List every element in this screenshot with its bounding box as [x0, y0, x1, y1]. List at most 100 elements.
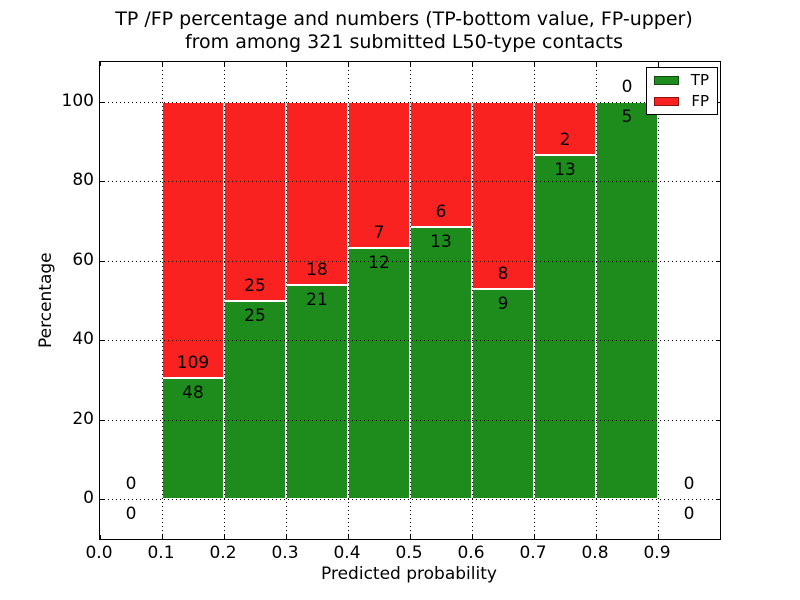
fp-count-label: 2: [559, 129, 571, 150]
y-tick-mark: [100, 260, 104, 262]
x-tick-label: 0.2: [209, 543, 237, 563]
fp-bar-segment: [472, 101, 534, 289]
legend-item-fp: FP: [653, 92, 709, 110]
bars-layer: [100, 62, 720, 539]
x-tick-mark: [410, 535, 411, 539]
x-tick-label: 0.4: [333, 543, 361, 563]
tp-bar-segment: [224, 300, 286, 500]
tp-bar-segment: [348, 248, 410, 500]
fp-bar-segment: [162, 101, 224, 378]
y-tick-mark: [716, 340, 720, 342]
tp-legend-swatch: [653, 76, 679, 85]
vertical-gridline: [596, 62, 597, 539]
y-tick-mark: [716, 181, 720, 183]
x-tick-label: 0.7: [519, 543, 547, 563]
x-tick-label: 0.6: [457, 543, 485, 563]
x-tick-label: 0.9: [643, 543, 671, 563]
y-tick-label: 60: [72, 249, 94, 270]
x-tick-mark: [410, 62, 411, 66]
x-tick-mark: [348, 535, 349, 539]
vertical-gridline: [658, 62, 659, 539]
vertical-gridline: [534, 62, 535, 539]
fp-count-label: 25: [244, 275, 266, 296]
x-tick-mark: [286, 535, 287, 539]
legend: TP FP: [645, 67, 718, 115]
chart-title-line1: TP /FP percentage and numbers (TP-bottom…: [115, 8, 693, 30]
legend-item-tp: TP: [653, 71, 709, 89]
fp-count-label: 18: [306, 260, 328, 281]
y-tick-label: 20: [72, 408, 94, 429]
x-tick-mark: [100, 535, 101, 539]
fp-legend-label: FP: [691, 92, 709, 110]
fp-count-label: 0: [683, 474, 695, 495]
x-tick-mark: [162, 535, 163, 539]
x-tick-label: 0.8: [581, 543, 609, 563]
tp-count-label: 0: [125, 504, 137, 525]
y-tick-label: 40: [72, 329, 94, 350]
y-tick-mark: [100, 181, 104, 183]
y-tick-label: 100: [61, 90, 94, 111]
tp-bar-segment: [534, 154, 596, 500]
chart-title: TP /FP percentage and numbers (TP-bottom…: [89, 8, 719, 54]
tp-bar-segment: [286, 285, 348, 500]
fp-count-label: 6: [435, 202, 447, 223]
bar-count-labels-layer: 0 0 109 48 25 25 18 21 7 12 6 13 8 9 2 13 0 5 0 0: [100, 62, 720, 539]
x-tick-mark: [596, 62, 597, 66]
x-axis-label: Predicted probability: [321, 564, 497, 584]
x-tick-mark: [534, 62, 535, 66]
x-tick-label: 0.1: [147, 543, 175, 563]
fp-count-label: 8: [497, 263, 509, 284]
tp-bar-segment: [472, 288, 534, 500]
y-tick-mark: [100, 101, 104, 103]
y-tick-mark: [716, 260, 720, 262]
vertical-gridline: [472, 62, 473, 539]
x-tick-mark: [162, 62, 163, 66]
vertical-gridline: [224, 62, 225, 539]
vertical-gridline: [286, 62, 287, 539]
tp-bar-segment: [410, 227, 472, 500]
x-tick-label: 0.5: [395, 543, 423, 563]
tp-count-label: 25: [244, 305, 266, 326]
tp-count-label: 48: [182, 382, 204, 403]
x-tick-label: 0.3: [271, 543, 299, 563]
fp-count-label: 0: [125, 474, 137, 495]
y-tick-mark: [100, 419, 104, 421]
fp-count-label: 7: [373, 223, 385, 244]
x-tick-mark: [224, 535, 225, 539]
tp-count-label: 21: [306, 290, 328, 311]
tp-legend-label: TP: [690, 71, 709, 89]
x-tick-mark: [472, 62, 473, 66]
x-tick-mark: [286, 62, 287, 66]
tp-count-label: 9: [497, 293, 509, 314]
x-tick-mark: [658, 535, 659, 539]
tp-count-label: 5: [621, 106, 633, 127]
fp-bar-segment: [534, 101, 596, 155]
tp-count-label: 0: [683, 504, 695, 525]
y-tick-label: 0: [83, 488, 94, 509]
x-tick-mark: [472, 535, 473, 539]
fp-bar-segment: [410, 101, 472, 228]
fp-legend-swatch: [653, 97, 679, 106]
fp-bar-segment: [224, 101, 286, 301]
y-tick-mark: [100, 499, 104, 501]
y-tick-mark: [716, 419, 720, 421]
y-tick-mark: [716, 101, 720, 103]
tp-bar-segment: [596, 101, 658, 500]
y-tick-label: 80: [72, 170, 94, 191]
vertical-gridline: [348, 62, 349, 539]
ticks-layer: [100, 62, 720, 539]
x-tick-mark: [348, 62, 349, 66]
x-tick-mark: [100, 62, 101, 66]
x-tick-mark: [596, 535, 597, 539]
tp-count-label: 12: [368, 253, 390, 274]
x-tick-mark: [224, 62, 225, 66]
grid-layer: [100, 62, 720, 539]
y-tick-mark: [100, 340, 104, 342]
tp-count-label: 13: [430, 232, 452, 253]
y-tick-mark: [716, 499, 720, 501]
x-tick-label: 0.0: [85, 543, 113, 563]
x-tick-mark: [658, 62, 659, 66]
plot-area: 0 0 109 48 25 25 18 21 7 12 6 13 8 9 2 13 0 5 0 0 TP FP: [99, 61, 721, 540]
tp-count-label: 13: [554, 159, 576, 180]
